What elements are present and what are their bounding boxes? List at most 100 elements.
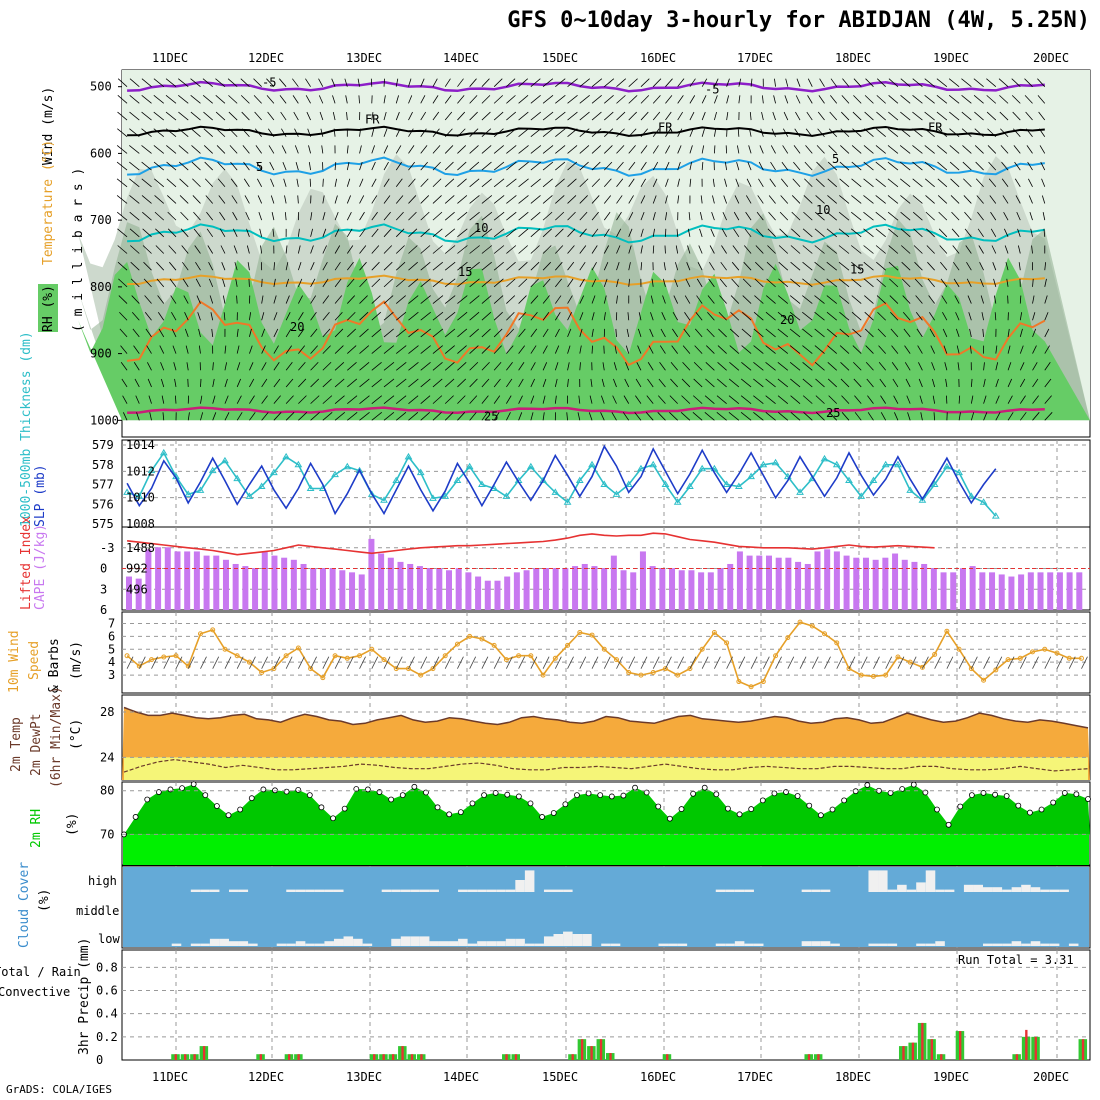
contour-25c <box>127 406 1045 415</box>
wind-barb <box>432 328 444 338</box>
wind-barb <box>279 78 287 87</box>
wind-barb <box>796 78 801 87</box>
wind-barb <box>851 145 862 154</box>
cloud-low-bar <box>467 943 478 946</box>
wind-barb <box>218 195 226 204</box>
wind-barb <box>782 145 789 154</box>
wind-barb <box>937 161 948 171</box>
wind-barb <box>967 295 972 304</box>
cloud-high-bar <box>1049 889 1060 892</box>
data-point <box>271 666 277 672</box>
data-point <box>736 811 743 818</box>
cloud-high-bar <box>333 889 344 892</box>
wind-barb <box>554 295 562 304</box>
wind-barb <box>334 328 344 338</box>
wind-barb <box>695 311 703 321</box>
wind-barb <box>156 261 165 271</box>
wind-barb <box>912 128 923 138</box>
cloud-high-bar <box>897 884 907 892</box>
precip-convective-bar <box>580 1039 584 1060</box>
wind-barb <box>518 211 529 221</box>
wind-barb <box>346 162 350 171</box>
data-point <box>620 792 627 799</box>
wind-barb <box>395 395 407 404</box>
wind-barb <box>579 228 587 238</box>
data-point <box>673 498 682 505</box>
wind-barb <box>408 245 418 254</box>
cloud-high-bar <box>553 889 564 892</box>
wind-barb <box>828 395 838 404</box>
cloud-low-bar <box>572 934 583 946</box>
wind-barb <box>949 128 960 138</box>
wind-barb <box>888 78 899 87</box>
wind-tick: 4 <box>108 655 115 669</box>
wind-barb <box>853 361 862 371</box>
wind-barb <box>229 145 238 154</box>
wind-barb <box>689 128 694 137</box>
wind-barb <box>640 145 648 154</box>
wind-barb <box>236 412 243 421</box>
wind-barb <box>742 311 752 321</box>
cape-bar <box>804 563 811 610</box>
wind-barb <box>992 262 997 271</box>
wind-barb <box>493 378 501 388</box>
wind-barb <box>815 178 825 188</box>
wind-barb <box>481 195 493 204</box>
data-point <box>416 468 425 476</box>
precip-convective-bar <box>410 1054 414 1060</box>
wind-barb <box>628 228 633 237</box>
contour-label: -5 <box>705 82 719 96</box>
wind-barb <box>701 111 706 121</box>
wind-barb <box>209 295 214 304</box>
wind-barb <box>506 311 515 321</box>
data-point <box>678 806 685 812</box>
wind-barb <box>604 78 615 87</box>
wind-barb <box>616 161 624 171</box>
wind-barb <box>777 295 789 304</box>
wind-barb <box>1031 245 1033 254</box>
wind-barb <box>261 378 268 388</box>
data-point <box>257 482 266 489</box>
wind-barb <box>955 328 960 338</box>
wind-barb <box>852 345 862 354</box>
data-point <box>698 464 707 472</box>
wind-barb <box>863 245 874 254</box>
wind-barb <box>754 278 764 288</box>
wind-barb <box>147 362 152 371</box>
data-point <box>295 645 301 651</box>
wind-barb <box>694 328 703 338</box>
wind-barb <box>432 345 443 354</box>
wind-barb <box>778 245 789 254</box>
wind-barb <box>254 111 262 121</box>
cape-tick: 992 <box>126 562 148 576</box>
wind-barb <box>253 95 262 104</box>
wind-barb <box>506 295 516 304</box>
wind-barb <box>506 78 516 87</box>
wind-barb <box>701 162 704 171</box>
wind-barb <box>777 345 789 354</box>
wind-barb <box>346 112 348 121</box>
wind-barb <box>457 211 468 221</box>
wind-barb <box>132 328 140 338</box>
wind-barb <box>744 245 752 254</box>
wind-barb <box>542 378 547 388</box>
wind-barb <box>322 345 331 354</box>
wind-barb <box>689 78 696 87</box>
data-point <box>822 631 828 637</box>
wind-barb <box>623 395 630 404</box>
cape-bar <box>659 568 666 610</box>
wind-barb <box>979 278 984 288</box>
wind-barb <box>600 395 605 404</box>
wind-barb <box>268 145 275 154</box>
data-point <box>159 448 168 456</box>
wind-barb <box>319 111 324 121</box>
data-point <box>260 786 267 793</box>
cape-bar <box>484 580 491 610</box>
wind-barb <box>713 145 716 154</box>
wind-barb <box>530 656 538 669</box>
wind-barb <box>224 345 227 354</box>
data-point <box>282 452 291 460</box>
wind-barb <box>212 412 217 421</box>
wind-barb <box>171 328 177 338</box>
wind-barb <box>322 656 330 669</box>
